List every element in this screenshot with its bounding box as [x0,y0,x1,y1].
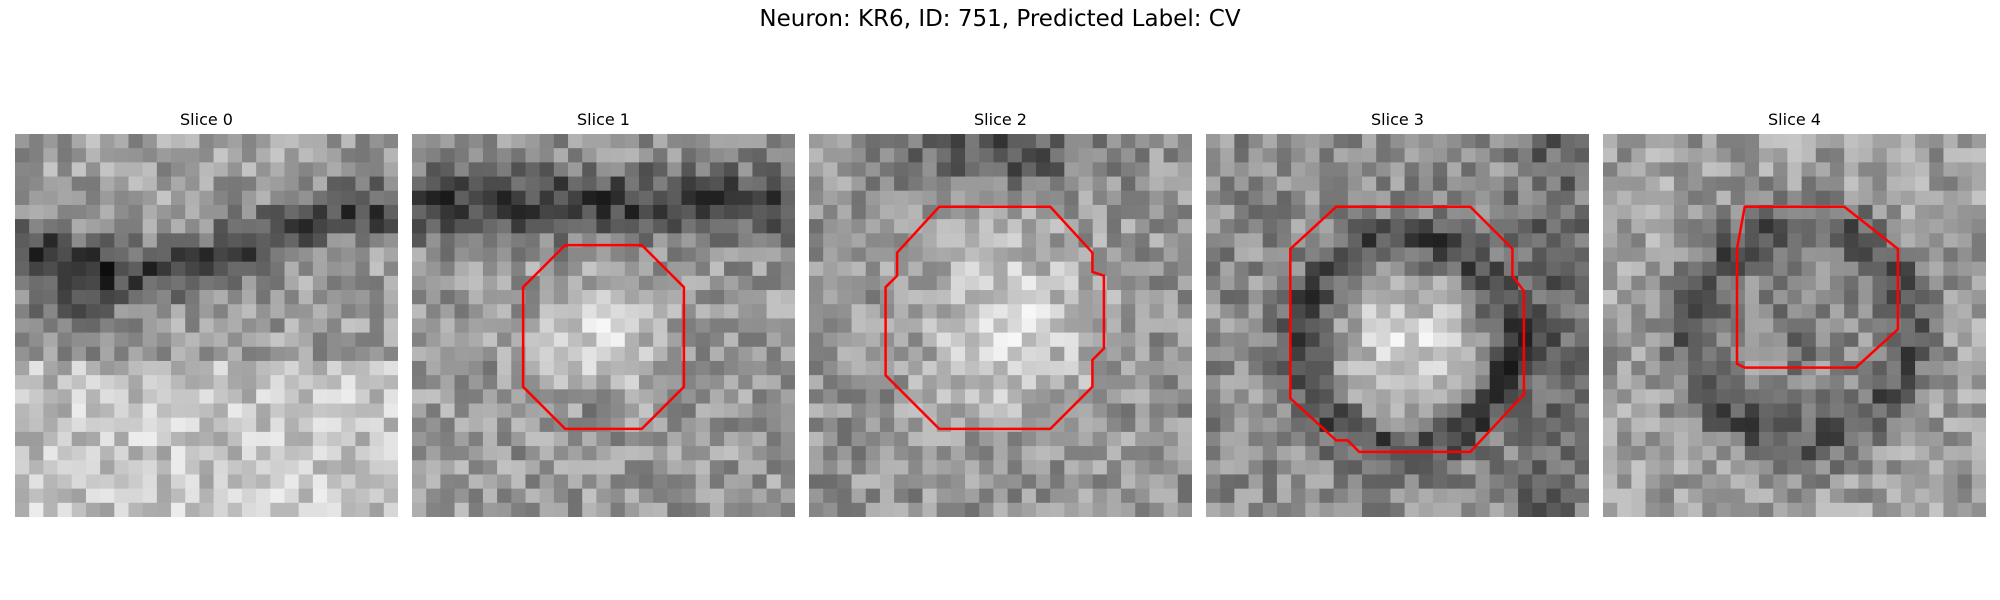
grayscale-microscopy-image [1206,134,1589,517]
grayscale-microscopy-image [809,134,1192,517]
panel-slice-3: Slice 3 [1206,110,1589,517]
grayscale-microscopy-image [1603,134,1986,517]
grayscale-microscopy-image [412,134,795,517]
grayscale-microscopy-image [15,134,398,517]
panel-slice-4: Slice 4 [1603,110,1986,517]
panel-title: Slice 3 [1206,110,1589,134]
pixel-grid [15,134,398,517]
pixel-grid [809,134,1192,517]
panel-title: Slice 4 [1603,110,1986,134]
pixel-grid [1206,134,1589,517]
panel-title: Slice 2 [809,110,1192,134]
pixel-grid [1603,134,1986,517]
panel-title: Slice 0 [15,110,398,134]
panel-slice-1: Slice 1 [412,110,795,517]
panel-slice-0: Slice 0 [15,110,398,517]
panel-title: Slice 1 [412,110,795,134]
figure-title: Neuron: KR6, ID: 751, Predicted Label: C… [0,6,2000,32]
panel-slice-2: Slice 2 [809,110,1192,517]
pixel-grid [412,134,795,517]
